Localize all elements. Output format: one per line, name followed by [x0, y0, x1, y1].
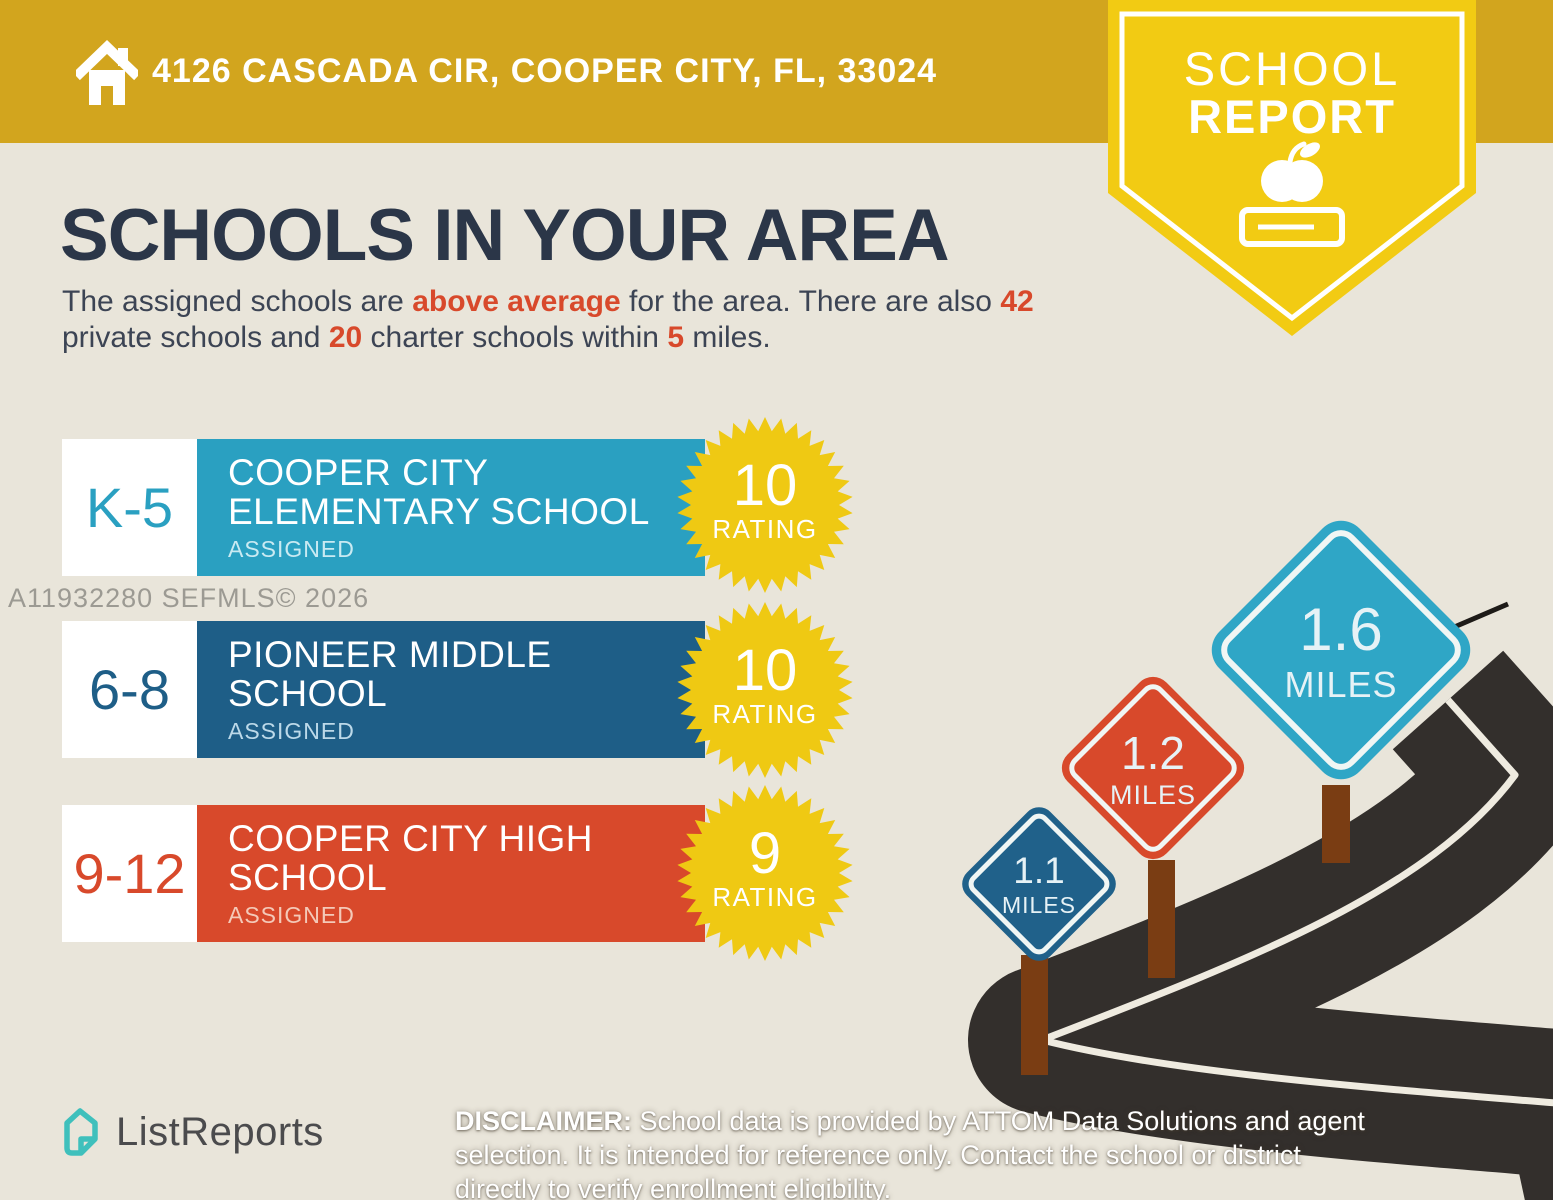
ribbon-title: SCHOOL REPORT [1108, 44, 1476, 140]
school-row-middle: 6-8 PIONEER MIDDLE SCHOOL ASSIGNED [62, 621, 705, 758]
school-bar: COOPER CITY HIGH SCHOOL ASSIGNED [197, 805, 705, 942]
assigned-label: ASSIGNED [228, 901, 355, 928]
distance-value: 1.2 [1121, 726, 1185, 779]
rating-value: 9 [748, 820, 782, 886]
listreports-icon [64, 1108, 98, 1156]
school-bar: PIONEER MIDDLE SCHOOL ASSIGNED [197, 621, 705, 758]
distance-unit: MILES [1109, 779, 1197, 810]
intro-text: The assigned schools are [62, 285, 413, 318]
intro-paragraph: The assigned schools are above average f… [62, 285, 1034, 354]
disclaimer-text: DISCLAIMER: School data is provided by A… [455, 1106, 1365, 1200]
school-bar: COOPER CITY ELEMENTARY SCHOOL ASSIGNED [197, 439, 705, 576]
disclaimer-label: DISCLAIMER: [455, 1106, 632, 1136]
rating-label: RATING [712, 881, 818, 912]
intro-highlight-above-average: above average [412, 285, 621, 318]
grade-range-badge: 9-12 [62, 805, 197, 942]
school-row-high: 9-12 COOPER CITY HIGH SCHOOL ASSIGNED [62, 805, 705, 942]
sign-post [1021, 955, 1048, 1075]
distance-value: 1.1 [1013, 849, 1065, 891]
school-row-elementary: K-5 COOPER CITY ELEMENTARY SCHOOL ASSIGN… [62, 439, 705, 576]
assigned-label: ASSIGNED [228, 717, 355, 744]
distance-unit: MILES [1284, 663, 1398, 705]
intro-highlight-private-count: 42 [1000, 285, 1034, 318]
distance-value: 1.6 [1299, 595, 1383, 663]
ribbon-word-report: REPORT [1188, 90, 1396, 143]
listreports-wordmark: ListReports [116, 1109, 324, 1154]
apple-icon [1261, 141, 1323, 202]
intro-highlight-miles: 5 [667, 321, 685, 354]
rating-badge-high: 9 RATING [677, 785, 853, 961]
sign-post [1148, 860, 1175, 978]
distance-unit: MILES [1001, 891, 1077, 918]
school-name: COOPER CITY ELEMENTARY SCHOOL [228, 451, 650, 532]
rating-label: RATING [712, 513, 818, 544]
assigned-label: ASSIGNED [228, 535, 355, 562]
school-name: COOPER CITY HIGH SCHOOL [228, 817, 594, 898]
sign-post [1322, 785, 1350, 863]
home-icon [76, 40, 138, 105]
ribbon-word-school: SCHOOL [1183, 42, 1401, 95]
grade-range-badge: 6-8 [62, 621, 197, 758]
rating-label: RATING [712, 698, 818, 729]
distance-sign-1-2-miles: 1.2 MILES [1054, 669, 1252, 867]
mls-watermark: A11932280 SEFMLS© 2026 [8, 583, 370, 613]
listreports-logo: ListReports [62, 1106, 324, 1158]
rating-badge-elementary: 10 RATING [677, 417, 853, 593]
property-address: 4126 CASCADA CIR, COOPER CITY, FL, 33024 [152, 52, 938, 90]
road-vanishing-line [1451, 601, 1509, 631]
distance-sign-1-6-miles: 1.6 MILES [1200, 509, 1482, 791]
intro-highlight-charter-count: 20 [328, 321, 363, 354]
grade-range-badge: K-5 [62, 439, 197, 576]
rating-badge-middle: 10 RATING [677, 602, 853, 778]
page-title: SCHOOLS IN YOUR AREA [60, 195, 950, 276]
rating-value: 10 [732, 637, 798, 703]
school-report-ribbon: SCHOOL REPORT [1108, 0, 1476, 345]
ribbon-shape [1108, 0, 1476, 336]
rating-value: 10 [732, 452, 798, 518]
school-name: PIONEER MIDDLE SCHOOL [228, 633, 552, 714]
book-icon [1239, 207, 1345, 247]
